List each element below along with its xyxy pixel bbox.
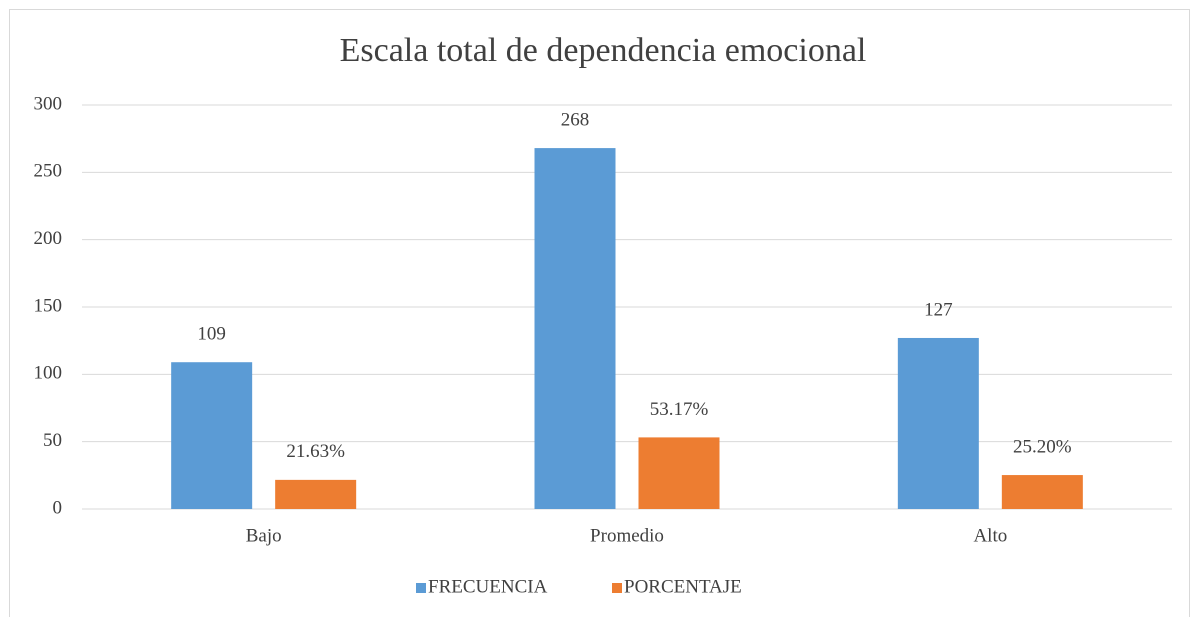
legend-swatch [612, 583, 622, 593]
bar [897, 337, 979, 509]
legend-label: PORCENTAJE [624, 576, 742, 597]
legend-swatch [416, 583, 426, 593]
x-tick-label: Bajo [246, 525, 282, 546]
y-tick-label: 300 [34, 93, 63, 114]
bar [275, 479, 357, 509]
legend-label: FRECUENCIA [428, 576, 548, 597]
y-tick-label: 100 [34, 363, 63, 384]
y-tick-label: 150 [34, 295, 63, 316]
bar [171, 362, 253, 509]
y-tick-label: 50 [43, 430, 62, 451]
data-label: 109 [197, 324, 226, 345]
data-label: 53.17% [650, 399, 709, 420]
chart-border [9, 9, 1190, 617]
x-tick-label: Promedio [590, 525, 664, 546]
bar [534, 148, 616, 510]
data-label: 25.20% [1013, 436, 1072, 457]
bar [638, 437, 720, 509]
data-label: 127 [924, 299, 953, 320]
y-tick-label: 200 [34, 228, 63, 249]
bar [1001, 475, 1083, 509]
data-label: 268 [561, 109, 590, 130]
chart-title: Escala total de dependencia emocional [340, 32, 867, 69]
y-tick-label: 250 [34, 161, 63, 182]
data-label: 21.63% [286, 441, 345, 462]
x-tick-label: Alto [973, 525, 1007, 546]
y-tick-label: 0 [53, 497, 63, 518]
